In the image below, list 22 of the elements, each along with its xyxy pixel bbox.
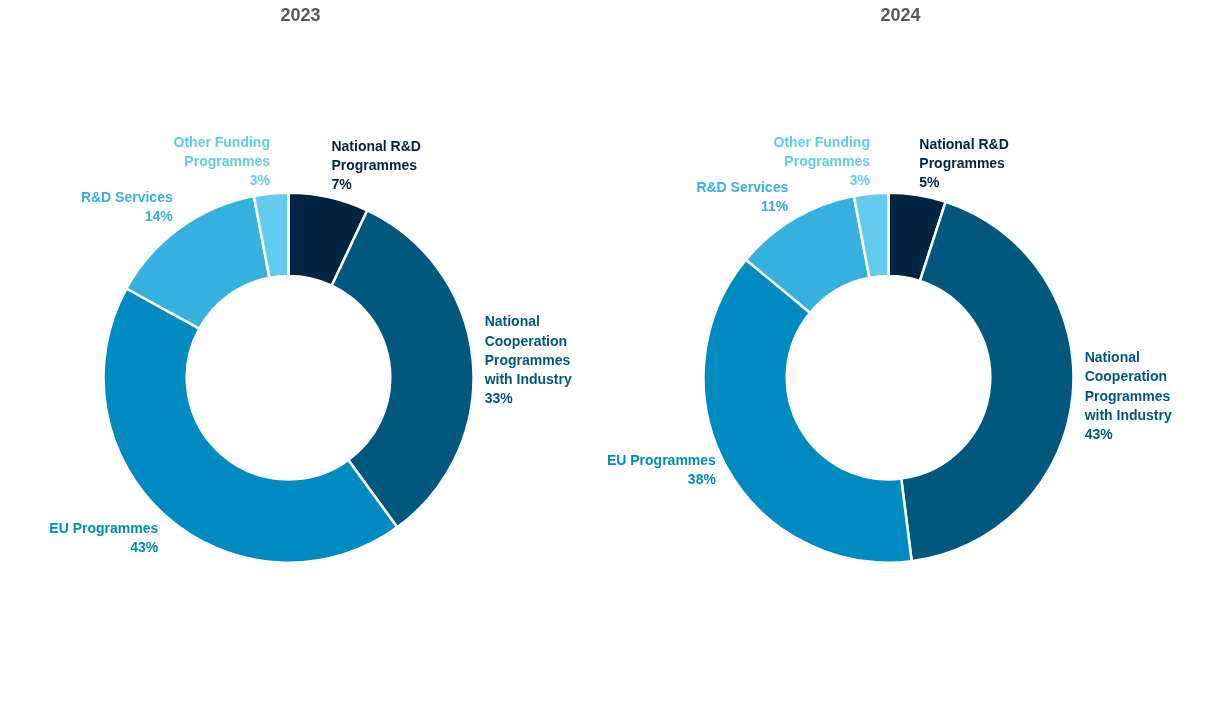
data-label: 5% [919,173,941,190]
data-label: 38% [687,470,717,487]
data-label: 43% [130,539,159,556]
slice-label: EU Programmes [606,451,717,468]
data-label: 43% [1084,425,1114,442]
data-label: 7% [331,176,353,193]
chart-title: 2024 [880,4,921,25]
slice-label: R&D Services [80,188,173,205]
slice-label: EU Programmes [49,520,159,537]
slice-label: Other Funding Programmes [173,134,271,170]
data-label: 33% [484,390,514,407]
chart-title: 2023 [280,4,321,25]
data-label: 11% [760,198,789,215]
data-label: 14% [144,207,174,224]
slice-label: National R&D Programmes [331,137,421,173]
data-label: 3% [849,172,871,189]
slice-label: National Cooperation Programmes with Industry [1083,349,1172,423]
slice-label: National Cooperation Programmes with Industry [483,313,572,387]
slice-label: R&D Services [696,178,789,195]
slice-label: Other Funding Programmes [773,134,871,170]
slice-label: National R&D Programmes [919,135,1009,171]
data-label: 3% [249,172,271,189]
